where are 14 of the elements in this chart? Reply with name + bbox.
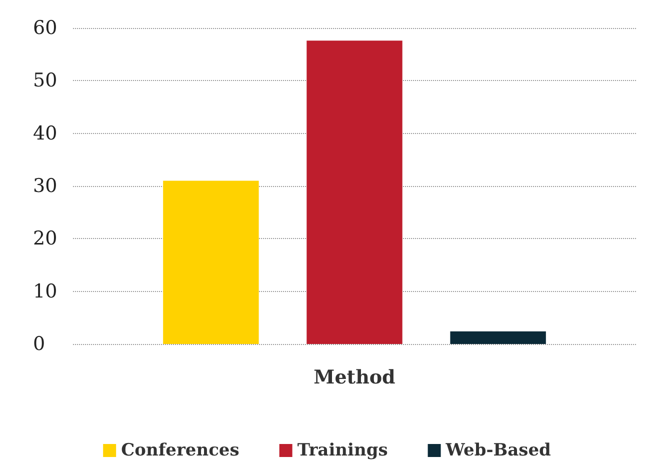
legend-label: Conferences: [121, 440, 240, 460]
bar: [306, 40, 402, 344]
y-tick-label: 30: [33, 175, 58, 197]
bar: [163, 180, 259, 344]
y-tick-label: 0: [33, 333, 46, 355]
legend-label: Web-Based: [444, 440, 552, 460]
y-tick-label: 40: [33, 122, 58, 144]
y-tick-label: 50: [33, 70, 58, 92]
legend-label: Trainings: [297, 440, 388, 460]
y-tick-label: 20: [33, 228, 58, 250]
bar: [450, 331, 546, 344]
x-tick-label: Method: [314, 366, 396, 388]
y-tick-label: 60: [33, 17, 58, 39]
y-tick-label: 10: [33, 280, 58, 302]
